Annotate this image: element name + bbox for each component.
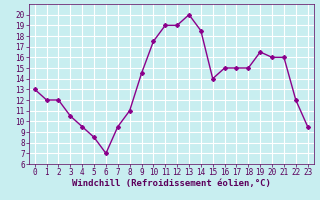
X-axis label: Windchill (Refroidissement éolien,°C): Windchill (Refroidissement éolien,°C): [72, 179, 271, 188]
